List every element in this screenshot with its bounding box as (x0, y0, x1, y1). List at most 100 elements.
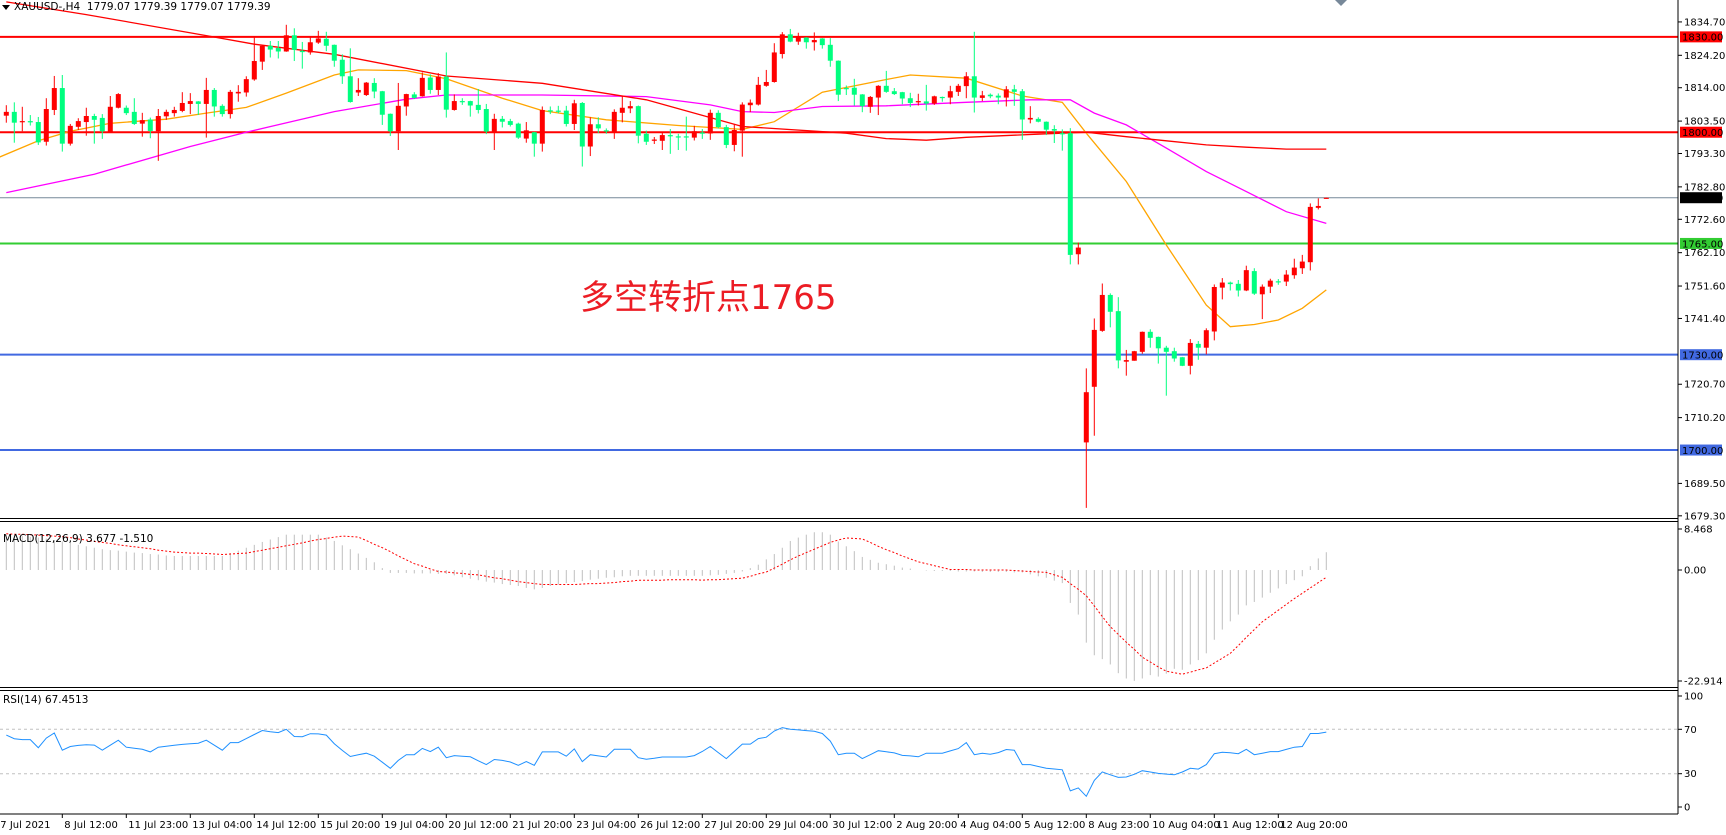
candle-body (1011, 89, 1017, 92)
candle-body (819, 38, 825, 46)
candle-body (291, 35, 297, 50)
time-tick-label: 5 Aug 12:00 (1024, 820, 1085, 831)
candle-body (35, 122, 41, 143)
candle-body (1275, 281, 1281, 283)
candle (699, 129, 705, 139)
candle (763, 69, 769, 87)
candle (395, 82, 401, 151)
candle-body (1299, 261, 1305, 269)
candle (323, 31, 329, 52)
candle (771, 43, 777, 83)
candle-body (219, 105, 225, 115)
candle-body (1259, 286, 1265, 295)
candle (931, 95, 937, 105)
candle (691, 125, 697, 141)
candle-body (1139, 331, 1145, 352)
candle-body (11, 111, 17, 123)
candle-body (899, 92, 905, 99)
moving-average-ma_slow (6, 1, 1327, 150)
candle-body (611, 111, 617, 133)
candle-body (923, 101, 929, 104)
candle-body (283, 35, 289, 52)
macd-signal-line (6, 533, 1327, 675)
candle (315, 30, 321, 44)
candle (1011, 84, 1017, 106)
candle (555, 105, 561, 114)
price-tick-label: 1814.00 (1684, 83, 1725, 94)
candle (43, 98, 49, 146)
candle-body (947, 91, 953, 98)
candle-body (531, 132, 537, 144)
candle-body (619, 107, 625, 113)
candle-body (1059, 133, 1065, 135)
candle-body (971, 76, 977, 98)
candle-body (723, 127, 729, 145)
candle (811, 32, 817, 51)
price-tick-label: 1824.20 (1684, 51, 1725, 62)
candle-body (203, 89, 209, 104)
candle (619, 96, 625, 123)
candle (715, 110, 721, 129)
rsi-label: RSI(14) 67.4513 (3, 694, 88, 706)
candle (163, 109, 169, 120)
candle-body (363, 82, 369, 96)
candle-body (635, 106, 641, 136)
candle-body (1083, 392, 1089, 443)
main-pane (0, 1, 1678, 508)
candle-body (931, 96, 937, 104)
candle-body (755, 84, 761, 105)
candle-body (131, 111, 137, 124)
candle-body (1027, 117, 1033, 120)
macd-tick-label: -22.914 (1684, 677, 1723, 688)
chart-shift-marker-icon[interactable] (1335, 0, 1347, 6)
candle-body (507, 121, 513, 125)
candle-body (67, 125, 73, 144)
candle-body (1171, 351, 1177, 359)
candle-body (595, 124, 601, 129)
candle (979, 90, 985, 102)
candle-body (1043, 121, 1049, 130)
candle (643, 130, 649, 145)
candle-body (91, 116, 97, 120)
candle-body (739, 104, 745, 131)
candle-body (987, 94, 993, 97)
candle-body (251, 61, 257, 80)
dropdown-triangle-icon[interactable] (2, 4, 10, 10)
candle (1123, 349, 1129, 376)
candle-body (259, 45, 265, 62)
candle-body (843, 88, 849, 90)
candle (371, 78, 377, 99)
candle (107, 95, 113, 133)
candle-body (51, 88, 57, 110)
rsi-pane (0, 727, 1678, 798)
candle-body (1187, 342, 1193, 366)
candle-body (27, 121, 33, 123)
candle (1283, 270, 1289, 287)
candle (827, 38, 833, 67)
candle (483, 103, 489, 135)
time-tick-label: 27 Jul 20:00 (704, 820, 764, 831)
candle-body (1115, 311, 1121, 361)
price-tick-label: 1679.30 (1684, 511, 1725, 522)
candle (379, 90, 385, 125)
price-tick-label: 1720.70 (1684, 380, 1725, 391)
candle-body (555, 110, 561, 112)
candle (915, 93, 921, 106)
candle-body (779, 34, 785, 55)
level-price-badge (1680, 444, 1722, 456)
candle-body (1283, 274, 1289, 282)
candle (99, 114, 105, 139)
candle (1299, 254, 1305, 274)
candle-body (299, 50, 305, 53)
time-tick-label: 29 Jul 04:00 (768, 820, 828, 831)
candle-body (659, 135, 665, 141)
candle-body (411, 94, 417, 98)
candle (1259, 284, 1265, 320)
candle (939, 96, 945, 102)
candle-body (547, 110, 553, 112)
candle (267, 40, 273, 58)
candle (1211, 284, 1217, 341)
candle-body (1291, 267, 1297, 276)
candle (443, 52, 449, 118)
